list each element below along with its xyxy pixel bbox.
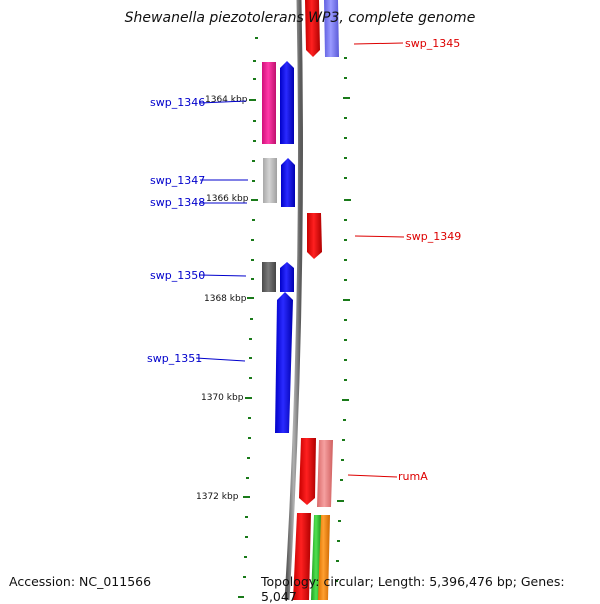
gene-label-swp_1345: swp_1345 xyxy=(405,37,460,50)
leader-swp_1350 xyxy=(199,274,247,277)
tick-label-1364: 1364 kbp xyxy=(205,95,248,105)
tick-label-1370: 1370 kbp xyxy=(201,393,244,403)
feature-light-gray xyxy=(263,158,277,203)
gene-label-swp_1346: swp_1346 xyxy=(150,96,205,109)
tick-label-1366: 1366 kbp xyxy=(206,194,249,204)
accession-text: Accession: NC_011566 xyxy=(9,574,152,589)
gene-label-swp_1347: swp_1347 xyxy=(150,174,205,187)
gene-arrow-swp_1345 xyxy=(305,0,320,57)
leader-swp_1351 xyxy=(195,357,246,362)
feature-dark-gray xyxy=(262,262,276,292)
gene-arrow-swp_1346 xyxy=(280,61,294,144)
leader-swp_1349 xyxy=(354,235,405,238)
gene-label-swp_1348: swp_1348 xyxy=(150,196,205,209)
gene-arrow-swp_1349 xyxy=(307,213,322,259)
feature-orange xyxy=(318,515,330,600)
gene-label-swp_1350: swp_1350 xyxy=(150,269,205,282)
feature-pink xyxy=(262,62,276,144)
leader-swp_1345 xyxy=(353,42,404,45)
gene-arrow-lower-red xyxy=(293,513,311,600)
gene-arrow-rumA xyxy=(299,438,316,505)
tick-label-1368: 1368 kbp xyxy=(204,294,247,304)
gene-label-swp_1349: swp_1349 xyxy=(406,230,461,243)
leader-rumA xyxy=(347,474,398,478)
genome-backbone xyxy=(284,0,303,600)
feature-light-blue xyxy=(324,0,339,57)
gene-label-rumA: rumA xyxy=(398,470,428,483)
tick-label-1372: 1372 kbp xyxy=(196,492,239,502)
tick-marks-right xyxy=(335,57,351,582)
gene-arrow-swp_1347 xyxy=(281,158,295,207)
feature-salmon xyxy=(317,440,333,507)
tick-marks-left xyxy=(238,37,258,598)
leader-swp_1346 xyxy=(199,100,247,104)
gene-label-swp_1351: swp_1351 xyxy=(147,352,202,365)
gene-arrow-swp_1350 xyxy=(280,262,294,292)
gene-arrow-swp_1351 xyxy=(275,292,293,433)
map-title: Shewanella piezotolerans WP3, complete g… xyxy=(124,10,476,26)
